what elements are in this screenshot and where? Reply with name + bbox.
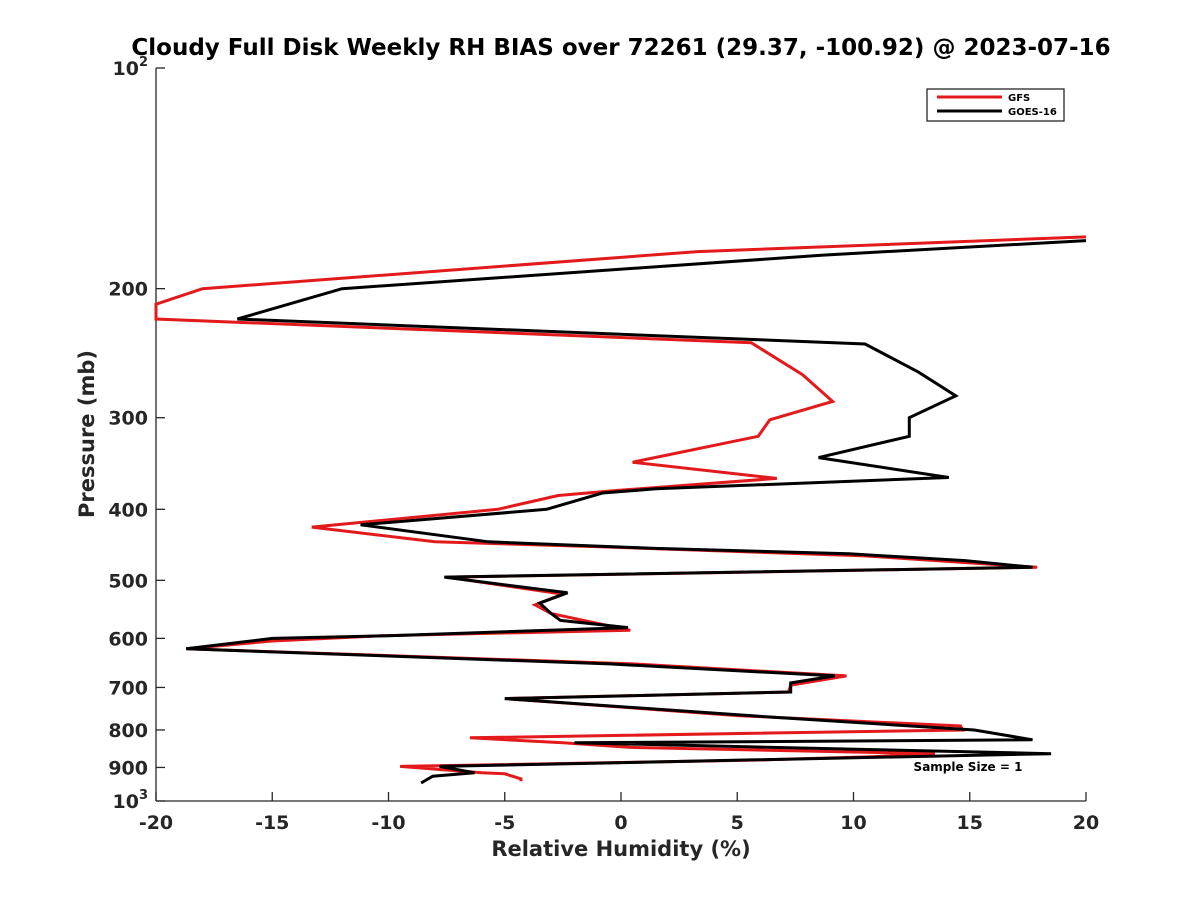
legend: GFS GOES-16 — [926, 88, 1065, 122]
y-tick-label: 800 — [108, 720, 148, 742]
y-tick-label: 700 — [108, 677, 148, 699]
series-line-gfs — [154, 235, 1087, 782]
x-tick-label: -10 — [371, 812, 405, 834]
x-tick-label: -15 — [255, 812, 289, 834]
x-tick-label: -5 — [494, 812, 515, 834]
x-tick-label: 20 — [1073, 812, 1099, 834]
y-tick-label: 400 — [108, 499, 148, 521]
y-tick-label: 200 — [108, 279, 148, 301]
y-tick-label: 600 — [108, 628, 148, 650]
x-axis-label: Relative Humidity (%) — [491, 837, 750, 861]
series-layer — [154, 235, 1087, 785]
sample-size-annotation: Sample Size = 1 — [914, 760, 1023, 774]
legend-box — [926, 88, 1065, 122]
series-line-goes16 — [186, 239, 1087, 785]
x-tick-label: 5 — [731, 812, 744, 834]
x-tick-label: -20 — [139, 812, 173, 834]
x-tick-label: 0 — [614, 812, 627, 834]
x-tick-label: 15 — [957, 812, 983, 834]
y-tick-label-exponent: 2 — [139, 55, 148, 70]
y-tick-label: 500 — [108, 570, 148, 592]
y-tick-label: 900 — [108, 757, 148, 779]
y-tick-label: 103 — [113, 788, 149, 813]
y-tick-label-base: 10 — [113, 58, 139, 80]
legend-label-goes16: GOES-16 — [1008, 107, 1057, 118]
legend-label-gfs: GFS — [1008, 93, 1030, 104]
x-ticks: -20 -15 -10 -5 0 5 10 15 20 — [139, 792, 1099, 834]
y-tick-label: 300 — [108, 408, 148, 430]
chart-title: Cloudy Full Disk Weekly RH BIAS over 722… — [131, 35, 1110, 61]
x-tick-label: 10 — [840, 812, 866, 834]
y-tick-label-exponent: 3 — [139, 788, 148, 803]
y-axis-label: Pressure (mb) — [75, 350, 99, 518]
y-tick-label-base: 10 — [113, 791, 139, 813]
y-tick-label: 102 — [113, 55, 149, 80]
